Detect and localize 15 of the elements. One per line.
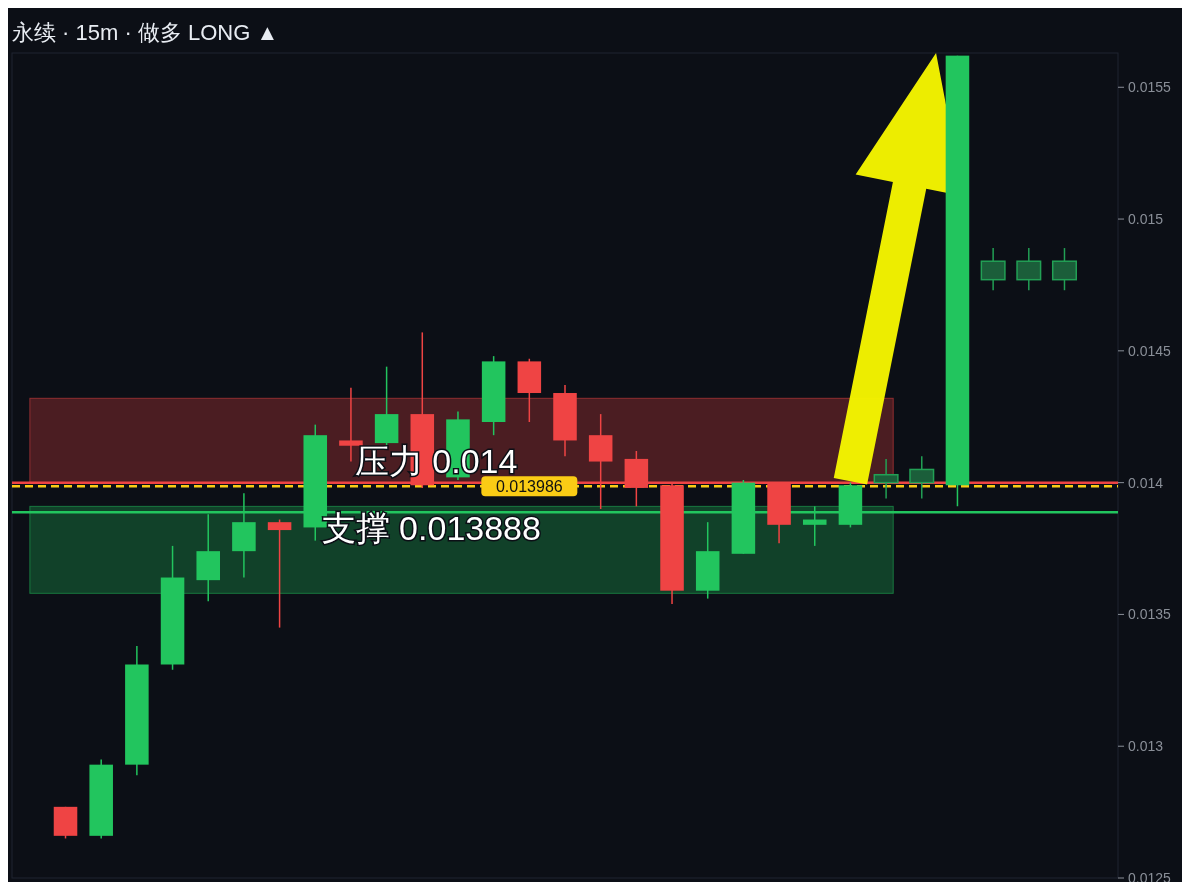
y-tick-label: 0.013 xyxy=(1128,738,1164,755)
y-tick-label: 0.0145 xyxy=(1128,342,1172,359)
y-tick-label: 0.0135 xyxy=(1128,606,1172,623)
candlestick xyxy=(980,247,1006,291)
y-tick-label: 0.0155 xyxy=(1128,79,1172,96)
candlestick xyxy=(267,518,292,629)
chart-title: 永续 · 15m · 做多 LONG ▲ xyxy=(12,20,279,45)
y-tick-label: 0.014 xyxy=(1128,474,1164,491)
candlestick xyxy=(909,455,935,500)
candlestick xyxy=(1016,247,1042,291)
candlestick xyxy=(873,458,899,500)
ref-line-label: 支撑 0.013888 xyxy=(321,509,541,548)
ref-line-label: 0.013986 xyxy=(495,478,563,496)
y-tick-label: 0.015 xyxy=(1128,210,1164,227)
candlestick xyxy=(1051,247,1078,291)
